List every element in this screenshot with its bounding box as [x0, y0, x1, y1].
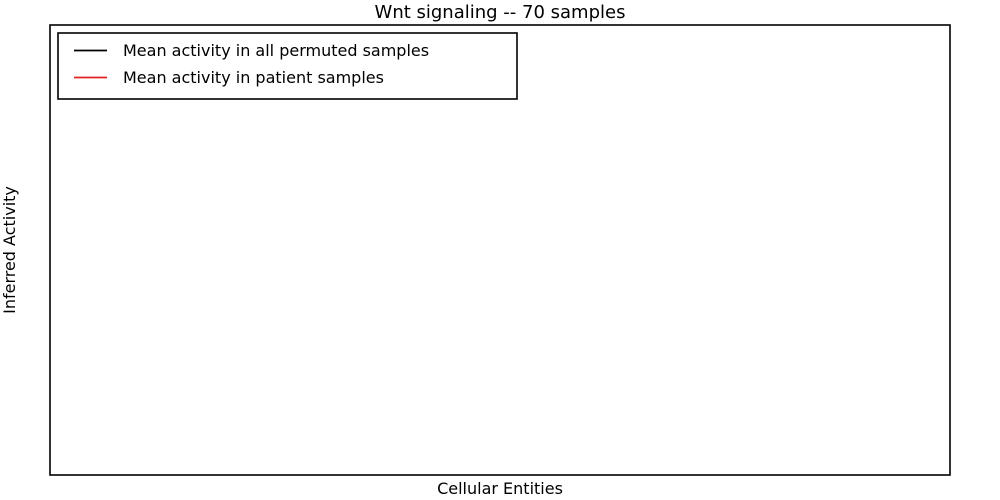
x-axis-label: Cellular Entities: [437, 479, 563, 498]
legend: Mean activity in all permuted samples Me…: [57, 32, 518, 100]
y-axis-label: Inferred Activity: [0, 186, 19, 314]
axes-frame: [49, 24, 951, 476]
legend-label-patient: Mean activity in patient samples: [123, 68, 384, 87]
plot-area: [50, 25, 950, 475]
legend-box: [57, 32, 518, 100]
chart-title: Wnt signaling -- 70 samples: [375, 2, 626, 23]
legend-label-permuted: Mean activity in all permuted samples: [123, 41, 429, 60]
